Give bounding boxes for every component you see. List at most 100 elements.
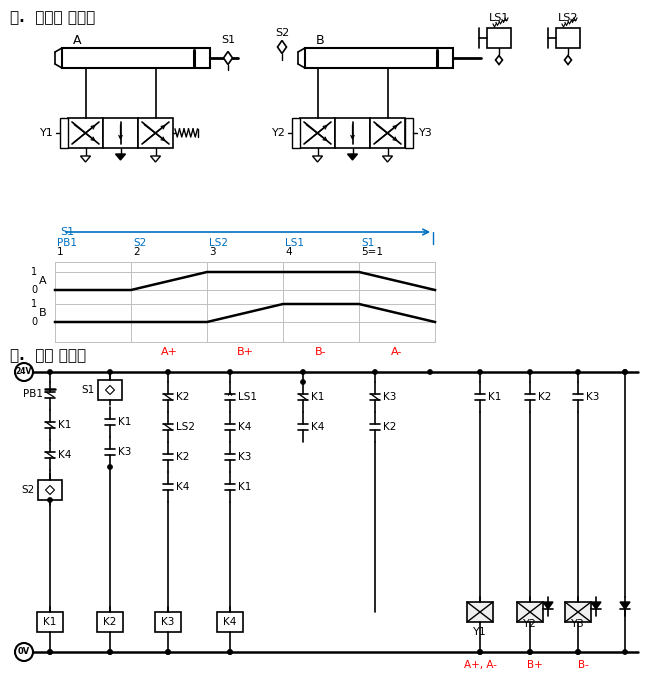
Text: 나.  전기 회로도: 나. 전기 회로도 [10,348,86,363]
Text: 5=1: 5=1 [361,247,383,257]
Text: LS1: LS1 [285,238,304,248]
Text: B-: B- [577,660,589,670]
Text: 가.  공기압 회로도: 가. 공기압 회로도 [10,10,95,25]
Bar [300,118,335,148]
Polygon shape [224,52,233,65]
Circle shape [623,369,627,375]
Text: B-: B- [315,347,327,357]
Text: 2: 2 [133,247,139,257]
Text: K4: K4 [223,617,237,627]
Text: 24V: 24V [16,367,32,376]
Circle shape [528,650,532,655]
Circle shape [15,363,33,381]
Circle shape [48,498,52,502]
Bar [217,612,243,632]
Bar [138,118,173,148]
Text: K2: K2 [176,392,190,402]
Bar [60,118,68,148]
Text: K3: K3 [162,617,175,627]
Text: Y2: Y2 [272,128,286,138]
Text: PB1: PB1 [57,238,77,248]
Text: K3: K3 [118,447,131,457]
Polygon shape [620,602,630,609]
Polygon shape [150,156,160,162]
Text: LS1: LS1 [238,392,257,402]
Text: K2: K2 [103,617,116,627]
Text: K3: K3 [586,392,599,402]
Polygon shape [564,56,572,65]
Polygon shape [347,154,358,160]
Circle shape [15,643,33,661]
Text: LS2: LS2 [176,422,195,432]
Text: K1: K1 [488,392,502,402]
Bar [62,48,210,68]
Bar [305,48,453,68]
Text: K1: K1 [43,617,57,627]
Text: A: A [39,276,47,286]
Text: LS2: LS2 [558,13,578,23]
Circle shape [48,650,52,655]
Circle shape [300,380,305,384]
Text: Y1: Y1 [41,128,54,138]
Polygon shape [46,485,54,494]
Circle shape [165,650,171,655]
Text: 0V: 0V [18,648,30,657]
Circle shape [48,369,52,375]
Polygon shape [277,41,286,54]
Text: Y3: Y3 [419,128,433,138]
Text: A: A [73,35,81,48]
Bar [292,118,300,148]
Circle shape [228,650,233,655]
Text: K4: K4 [238,422,251,432]
Text: LS1: LS1 [489,13,509,23]
Text: 0: 0 [31,285,37,295]
Circle shape [623,369,627,375]
Circle shape [48,650,52,655]
Text: S2: S2 [133,238,146,248]
Bar [98,380,122,400]
Bar [370,118,405,148]
Bar [335,118,370,148]
Circle shape [107,650,112,655]
Text: K4: K4 [58,450,71,460]
Text: Y1: Y1 [473,627,487,637]
Text: K4: K4 [176,482,190,492]
Text: A-: A- [391,347,403,357]
Text: 1: 1 [31,267,37,277]
Text: B: B [39,308,47,318]
Circle shape [228,369,233,375]
Text: S2: S2 [275,28,289,38]
Circle shape [477,650,483,655]
Text: 1: 1 [57,247,63,257]
Bar [37,612,63,632]
Circle shape [477,369,483,375]
Text: LS2: LS2 [209,238,228,248]
Text: B+: B+ [527,660,543,670]
Text: 3: 3 [209,247,216,257]
Text: K1: K1 [118,417,131,427]
Circle shape [107,369,112,375]
Text: B+: B+ [237,347,254,357]
Circle shape [107,464,112,469]
Text: K2: K2 [538,392,551,402]
Circle shape [576,369,581,375]
Circle shape [228,650,233,655]
Text: B: B [316,35,324,48]
Text: 1: 1 [31,299,37,309]
Bar [556,28,580,48]
Text: 4: 4 [285,247,292,257]
Polygon shape [591,602,601,609]
Text: A+: A+ [160,347,177,357]
Bar [487,28,511,48]
Text: S1: S1 [60,227,74,237]
Text: Y2: Y2 [523,619,537,629]
Circle shape [165,369,171,375]
Polygon shape [116,154,126,160]
Text: K1: K1 [238,482,251,492]
Text: PB1: PB1 [23,389,43,399]
Circle shape [576,650,581,655]
Text: S1: S1 [361,238,374,248]
Text: K3: K3 [238,452,251,462]
Bar [565,602,591,622]
Text: S2: S2 [22,485,35,495]
